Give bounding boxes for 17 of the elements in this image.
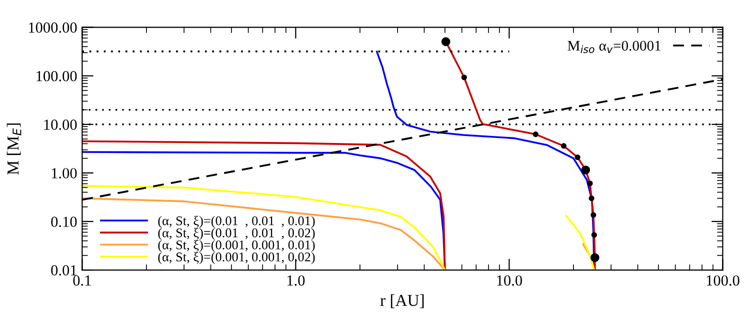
legend-label: (α, St, ξ)=(0.001, 0.001, 0.02) xyxy=(158,252,315,264)
x-tick-label: 100.0 xyxy=(706,275,740,286)
text: M$_{iso}$ α$_{v}$=0.0001 xyxy=(568,40,660,54)
x-tick-label: 1.0 xyxy=(287,275,305,286)
legend-label: (α, St, ξ)=(0.01 , 0.01 , 0.02) xyxy=(158,228,315,240)
y-tick-label: 1000.00 xyxy=(29,22,77,33)
x-tick-label: 10.0 xyxy=(497,275,522,286)
y-tick-label: 10.00 xyxy=(44,120,77,130)
x-axis-title: r [AU] xyxy=(380,294,424,308)
legend-label: (α, St, ξ)=(0.01 , 0.01 , 0.01) xyxy=(158,216,315,228)
x-tick-label: 0.1 xyxy=(73,275,91,286)
y-axis-title: M [M$_{E}$] xyxy=(6,124,22,175)
y-tick-label: 0.01 xyxy=(51,265,76,276)
y-tick-label: 100.00 xyxy=(36,70,77,82)
y-tick-label: 1.00 xyxy=(52,168,77,178)
legend-label: (α, St, ξ)=(0.001, 0.001, 0.01) xyxy=(158,240,315,252)
y-tick-label: 0.10 xyxy=(51,216,77,227)
